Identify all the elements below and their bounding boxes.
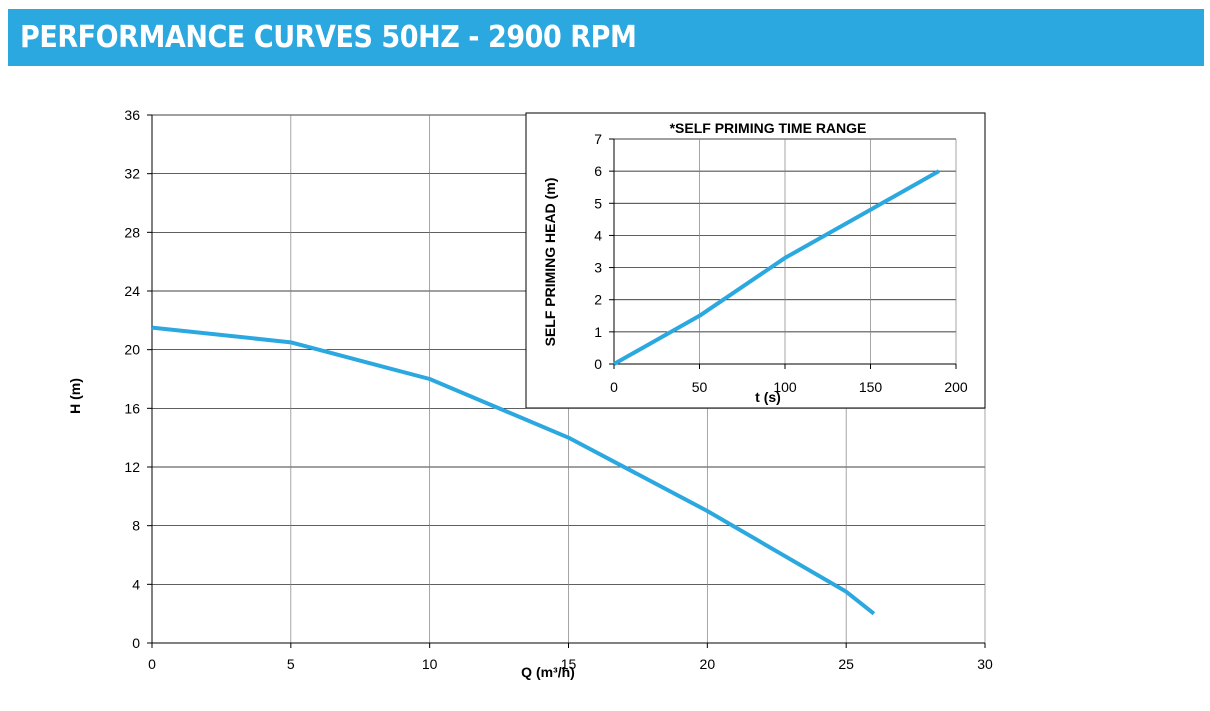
inset-chart-y-tick-label: 5 (594, 195, 602, 211)
main-chart-x-tick-label: 0 (148, 656, 156, 672)
main-chart-x-tick-label: 15 (561, 656, 577, 672)
main-chart-y-axis-label: H (m) (67, 378, 83, 414)
main-chart-y-tick-label: 8 (132, 518, 140, 534)
inset-chart-y-tick-label: 7 (594, 131, 602, 147)
main-chart-y-tick-label: 28 (124, 224, 140, 240)
inset-chart-x-tick-label: 50 (692, 379, 708, 395)
main-chart-y-tick-label: 12 (124, 459, 140, 475)
main-chart-x-tick-label: 5 (287, 656, 295, 672)
inset-chart-y-tick-label: 3 (594, 260, 602, 276)
main-chart-y-tick-label: 36 (124, 107, 140, 123)
inset-chart-y-tick-label: 6 (594, 163, 602, 179)
inset-chart-x-axis-label: t (s) (755, 389, 781, 405)
main-chart-x-axis-label: Q (m³/h) (521, 664, 575, 680)
inset-chart-y-tick-label: 2 (594, 292, 602, 308)
main-chart-x-tick-label: 25 (838, 656, 854, 672)
inset-chart-y-tick-label: 1 (594, 324, 602, 340)
inset-chart-y-axis-label: SELF PRIMING HEAD (m) (542, 178, 558, 347)
main-chart-y-tick-label: 32 (124, 166, 140, 182)
main-chart-y-tick-label: 24 (124, 283, 140, 299)
inset-chart-y-tick-label: 4 (594, 227, 602, 243)
inset-chart-y-tick-label: 0 (594, 356, 602, 372)
main-chart-y-tick-label: 0 (132, 635, 140, 651)
inset-chart-title: *SELF PRIMING TIME RANGE (670, 120, 867, 136)
main-chart-x-tick-label: 10 (422, 656, 438, 672)
inset-chart-x-tick-label: 0 (610, 379, 618, 395)
main-chart-series-line (151, 325, 876, 616)
inset-chart-x-tick-label: 100 (773, 379, 797, 395)
header-bar: PERFORMANCE CURVES 50HZ - 2900 RPM (8, 9, 1204, 66)
main-chart-x-tick-label: 20 (700, 656, 716, 672)
inset-chart-group: 0 1 2 3 4 5 6 7 0 50 100 150 200 t (s) SELF PRIMING HE… (525, 112, 986, 409)
inset-chart-x-tick-label: 200 (944, 379, 968, 395)
inset-chart-x-tick-label: 150 (859, 379, 883, 395)
main-chart-y-tick-label: 16 (124, 400, 140, 416)
page-title: PERFORMANCE CURVES 50HZ - 2900 RPM (20, 20, 637, 55)
main-chart-y-tick-label: 4 (132, 576, 140, 592)
inset-chart-frame (525, 112, 986, 409)
inset-chart-series-line (613, 169, 940, 366)
main-chart-x-tick-label: 30 (977, 656, 993, 672)
main-chart-y-tick-label: 20 (124, 342, 140, 358)
